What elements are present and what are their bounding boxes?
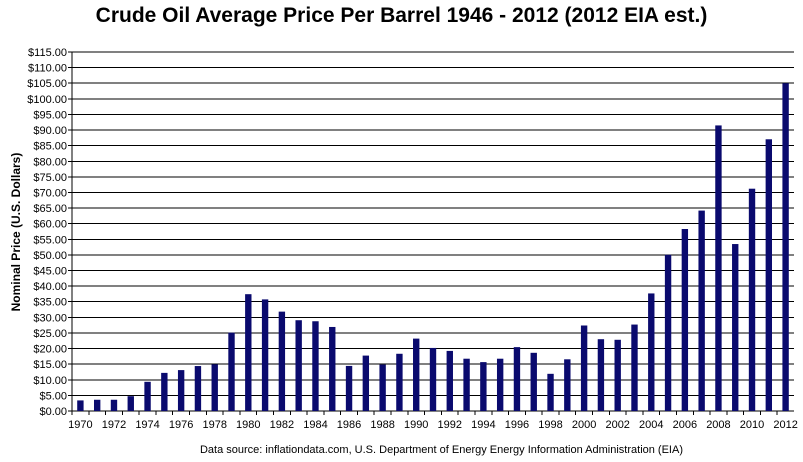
y-tick-label: $30.00 (33, 312, 67, 324)
x-tick-label: 1986 (337, 419, 361, 431)
y-tick-label: $90.00 (33, 125, 67, 137)
x-tick-label: 2002 (605, 419, 629, 431)
x-tick-label: 1998 (538, 419, 562, 431)
bar (228, 332, 235, 411)
y-tick-label: $80.00 (33, 156, 67, 168)
bar (715, 125, 722, 411)
y-tick-label: $40.00 (33, 281, 67, 293)
x-tick-label: 2012 (773, 419, 797, 431)
bar (77, 400, 84, 411)
x-tick-label: 2008 (706, 419, 730, 431)
y-tick-label: $45.00 (33, 266, 67, 278)
y-tick-label: $115.00 (28, 47, 67, 59)
x-tick-label: 1972 (102, 419, 126, 431)
bar (261, 299, 269, 411)
bar (547, 373, 554, 411)
x-tick-label: 1992 (438, 419, 462, 431)
x-tick-label: 1980 (236, 419, 260, 431)
x-tick-label: 1990 (404, 419, 428, 431)
bar (396, 353, 403, 411)
bar (446, 350, 453, 411)
bar (362, 355, 370, 411)
y-tick-label: $60.00 (33, 219, 67, 231)
bar (345, 365, 353, 411)
y-tick-label: $35.00 (33, 297, 67, 309)
bar (580, 325, 588, 411)
x-tick-label: 1974 (135, 419, 159, 431)
bar (496, 358, 504, 411)
y-tick-label: $70.00 (33, 187, 67, 199)
bar (413, 338, 420, 411)
chart-title: Crude Oil Average Price Per Barrel 1946 … (95, 4, 708, 27)
bar (245, 294, 252, 411)
bar (329, 326, 336, 411)
bar (530, 352, 537, 411)
y-tick-label: $5.00 (39, 390, 67, 402)
bar (732, 244, 739, 411)
y-tick-label: $20.00 (33, 344, 67, 356)
y-tick-label: $75.00 (33, 172, 67, 184)
bar (681, 229, 689, 411)
bar (698, 210, 705, 411)
bar (144, 381, 151, 411)
bar (194, 366, 202, 411)
y-tick-label: $55.00 (33, 234, 67, 246)
x-tick-label: 1982 (270, 419, 294, 431)
y-tick-label: $65.00 (33, 203, 67, 215)
y-tick-label: $85.00 (33, 141, 67, 153)
x-tick-label: 2010 (740, 419, 764, 431)
y-tick-label: $15.00 (33, 359, 67, 371)
bar (177, 370, 185, 411)
bar (614, 339, 621, 411)
y-tick-label: $25.00 (33, 328, 67, 340)
x-tick-label: 2000 (572, 419, 596, 431)
x-tick-label: 1996 (505, 419, 529, 431)
y-tick-label: $105.00 (27, 78, 67, 90)
y-tick-label: $110.00 (28, 63, 67, 75)
x-tick-label: 1970 (68, 419, 92, 431)
bar (480, 362, 487, 411)
bar (379, 364, 386, 411)
y-tick-label: $95.00 (33, 109, 67, 121)
bar (110, 399, 118, 411)
bar (648, 293, 655, 411)
bar (429, 347, 437, 411)
bar (564, 359, 571, 411)
x-tick-label: 2004 (639, 419, 663, 431)
bar (127, 396, 134, 411)
bar (463, 358, 470, 411)
bar (161, 372, 168, 411)
x-tick-label: 1984 (303, 419, 327, 431)
bar (513, 347, 521, 411)
y-tick-label: $100.00 (27, 94, 67, 106)
y-tick-label: $50.00 (33, 250, 67, 262)
y-tick-label: $10.00 (33, 375, 67, 387)
bar (765, 139, 773, 412)
bar (664, 254, 672, 411)
data-source-note: Data source: inflationdata.com, U.S. Dep… (199, 444, 683, 456)
x-tick-label: 1988 (370, 419, 394, 431)
bar (278, 311, 286, 411)
bar (211, 364, 218, 411)
x-tick-label: 1976 (169, 419, 193, 431)
bar (631, 324, 638, 411)
bar (295, 320, 302, 411)
bar (312, 321, 319, 411)
x-tick-label: 2006 (673, 419, 697, 431)
x-tick-label: 1994 (471, 419, 495, 431)
bar (782, 83, 789, 411)
bar (597, 339, 605, 411)
bar (748, 188, 756, 411)
x-tick-label: 1978 (202, 419, 226, 431)
bar (93, 399, 101, 411)
y-tick-label: $0.00 (39, 406, 67, 418)
